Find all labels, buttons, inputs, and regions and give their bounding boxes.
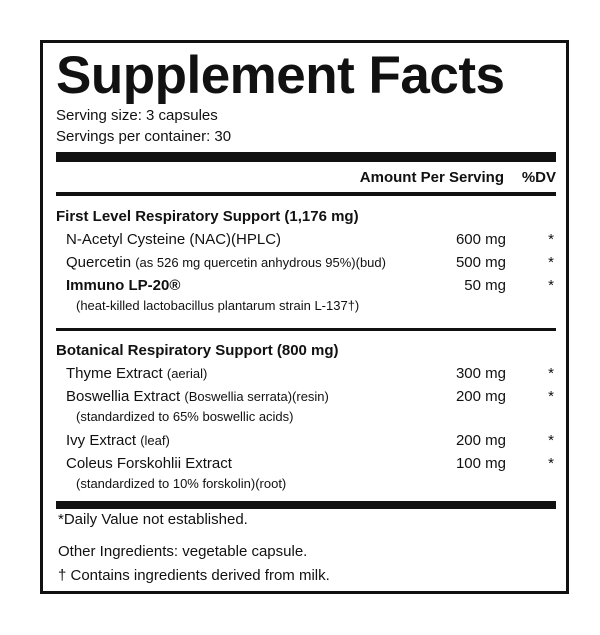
sections: First Level Respiratory Support (1,176 m… (56, 196, 556, 501)
ingredient-name: Quercetin (66, 254, 132, 271)
daily-value: * (548, 231, 554, 248)
daily-value: * (548, 254, 554, 271)
amount: 200 mg (455, 432, 506, 449)
amount: 600 mg (455, 231, 506, 248)
ingredient-detail: (standardized to 65% boswellic acids) (76, 409, 294, 424)
ingredient-row: Thyme Extract (aerial) 300 mg * (56, 362, 556, 385)
amount: 100 mg (455, 455, 506, 472)
amount: 200 mg (455, 388, 506, 405)
column-header: Amount Per Serving %DV (56, 162, 556, 192)
dv-header: %DV (521, 169, 556, 186)
section-title: First Level Respiratory Support (1,176 m… (56, 208, 359, 225)
ingredient-note: (aerial) (166, 366, 208, 381)
ingredient-note: (leaf) (140, 433, 170, 448)
section: First Level Respiratory Support (1,176 m… (56, 196, 556, 328)
ingredient-name: Ivy Extract (66, 432, 137, 449)
amount: 500 mg (455, 254, 506, 271)
daily-value: * (548, 388, 554, 405)
other-ingredients: Other Ingredients: vegetable capsule. (58, 543, 308, 560)
ingredient-name: Coleus Forskohlii Extract (66, 455, 232, 472)
daily-value: * (548, 277, 554, 294)
amount: 300 mg (455, 365, 506, 382)
serving-size: Serving size: 3 capsules (56, 107, 218, 124)
ingredient-detail: (heat-killed lactobacillus plantarum str… (76, 298, 360, 313)
divider (56, 192, 556, 196)
allergen: † Contains ingredients derived from milk… (58, 567, 330, 584)
amount-header: Amount Per Serving (359, 169, 504, 186)
ingredient-detail: (standardized to 10% forskolin)(root) (76, 476, 287, 491)
ingredient-row: Boswellia Extract (Boswellia serrata)(re… (56, 385, 556, 408)
ingredient-row: Quercetin (as 526 mg quercetin anhydrous… (56, 251, 556, 274)
footnote: *Daily Value not established. (58, 511, 248, 528)
divider (56, 152, 556, 162)
divider (56, 501, 556, 509)
ingredient-note: (as 526 mg quercetin anhydrous 95%)(bud) (135, 255, 386, 270)
divider (56, 328, 556, 331)
section: Botanical Respiratory Support (800 mg) Th… (56, 331, 556, 501)
ingredient-row: Ivy Extract (leaf) 200 mg * (56, 429, 556, 452)
servings-per-container: Servings per container: 30 (56, 128, 232, 145)
ingredient-row: Immuno LP-20® 50 mg * (56, 274, 556, 297)
facts-panel: Supplement Facts Serving size: 3 capsule… (40, 40, 569, 594)
daily-value: * (548, 455, 554, 472)
ingredient-row: Coleus Forskohlii Extract 100 mg * (56, 452, 556, 475)
ingredient-name: N-Acetyl Cysteine (NAC)(HPLC) (66, 231, 282, 248)
amount: 50 mg (464, 277, 506, 294)
daily-value: * (548, 365, 554, 382)
title: Supplement Facts (56, 46, 505, 105)
ingredient-note: (Boswellia serrata)(resin) (184, 389, 329, 404)
ingredient-name: Thyme Extract (66, 365, 163, 382)
ingredient-name: Immuno LP-20® (66, 277, 181, 294)
daily-value: * (548, 432, 554, 449)
section-title: Botanical Respiratory Support (800 mg) (56, 342, 339, 359)
ingredient-row: N-Acetyl Cysteine (NAC)(HPLC) 600 mg * (56, 228, 556, 251)
ingredient-name: Boswellia Extract (66, 388, 181, 405)
